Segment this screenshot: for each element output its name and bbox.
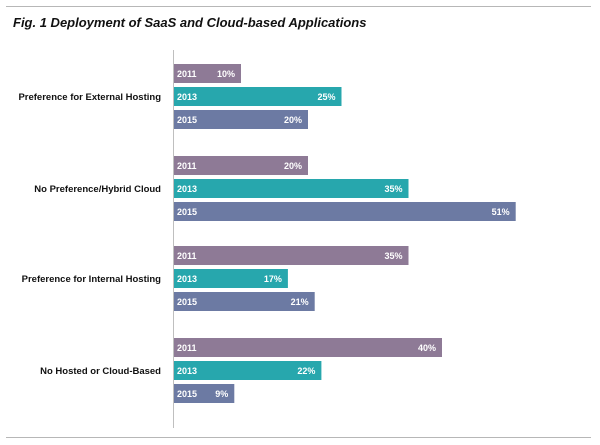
bar-year-label: 2013 bbox=[177, 92, 197, 102]
bar-no-preference-hybrid-cloud-2013 bbox=[174, 179, 409, 198]
bar-value-label: 20% bbox=[284, 161, 302, 171]
bar-value-label: 21% bbox=[291, 297, 309, 307]
bar-value-label: 35% bbox=[384, 251, 402, 261]
bar-year-label: 2011 bbox=[177, 161, 197, 171]
category-label-no-preference-hybrid-cloud: No Preference/Hybrid Cloud bbox=[34, 184, 161, 195]
bar-year-label: 2013 bbox=[177, 274, 197, 284]
bar-value-label: 35% bbox=[384, 184, 402, 194]
bar-preference-for-internal-hosting-2013 bbox=[174, 269, 288, 288]
bar-value-label: 51% bbox=[492, 207, 510, 217]
bar-preference-for-external-hosting-2011 bbox=[174, 64, 241, 83]
bar-value-label: 22% bbox=[297, 366, 315, 376]
bar-value-label: 10% bbox=[217, 69, 235, 79]
bar-year-label: 2011 bbox=[177, 343, 197, 353]
bar-value-label: 25% bbox=[317, 92, 335, 102]
bar-no-preference-hybrid-cloud-2011 bbox=[174, 156, 308, 175]
bar-no-hosted-or-cloud-based-2015 bbox=[174, 384, 235, 403]
category-label-preference-for-internal-hosting: Preference for Internal Hosting bbox=[22, 274, 162, 285]
bar-value-label: 9% bbox=[215, 389, 228, 399]
bar-no-preference-hybrid-cloud-2015 bbox=[174, 202, 516, 221]
bar-year-label: 2013 bbox=[177, 366, 197, 376]
category-label-preference-for-external-hosting: Preference for External Hosting bbox=[18, 92, 161, 103]
bar-no-hosted-or-cloud-based-2013 bbox=[174, 361, 322, 380]
bar-year-label: 2013 bbox=[177, 184, 197, 194]
bar-preference-for-internal-hosting-2015 bbox=[174, 292, 315, 311]
bar-preference-for-external-hosting-2015 bbox=[174, 110, 308, 129]
bar-year-label: 2015 bbox=[177, 297, 197, 307]
bar-year-label: 2011 bbox=[177, 69, 197, 79]
chart-title: Fig. 1 Deployment of SaaS and Cloud-base… bbox=[13, 15, 367, 30]
bar-value-label: 17% bbox=[264, 274, 282, 284]
bar-value-label: 20% bbox=[284, 115, 302, 125]
bar-year-label: 2015 bbox=[177, 389, 197, 399]
bar-preference-for-internal-hosting-2011 bbox=[174, 246, 409, 265]
bar-preference-for-external-hosting-2013 bbox=[174, 87, 342, 106]
bar-no-hosted-or-cloud-based-2011 bbox=[174, 338, 442, 357]
bar-year-label: 2011 bbox=[177, 251, 197, 261]
bar-value-label: 40% bbox=[418, 343, 436, 353]
category-label-no-hosted-or-cloud-based: No Hosted or Cloud-Based bbox=[40, 366, 161, 377]
bar-year-label: 2015 bbox=[177, 115, 197, 125]
bar-year-label: 2015 bbox=[177, 207, 197, 217]
